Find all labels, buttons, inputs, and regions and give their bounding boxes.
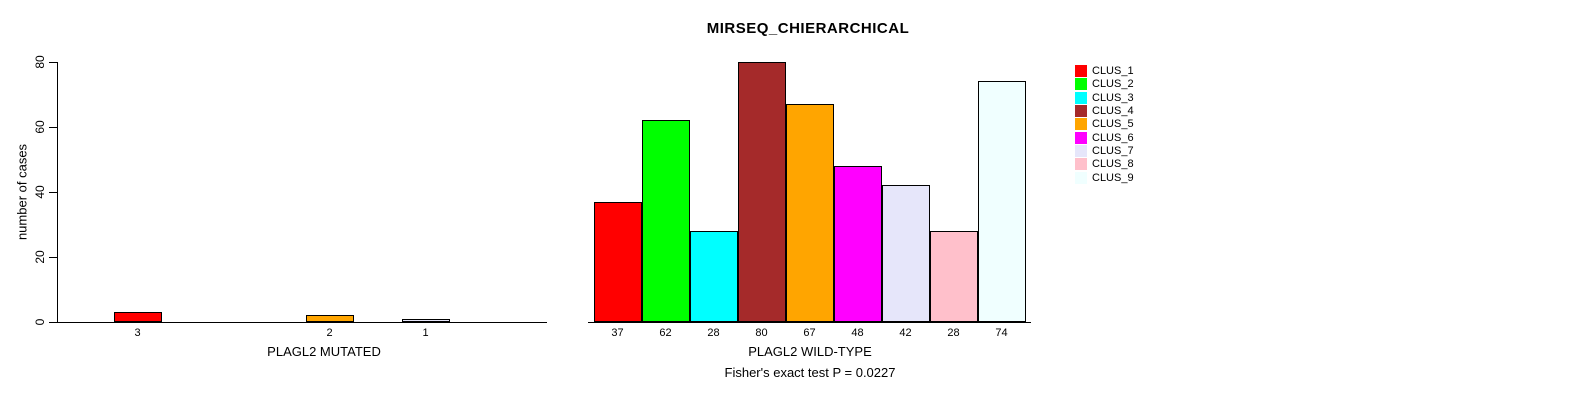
legend-item: CLUS_9 [1075,171,1134,184]
legend-label: CLUS_4 [1092,105,1134,118]
bar-CLUS_3 [689,231,738,322]
x-axis-label-wildtype: PLAGL2 WILD-TYPE [748,344,872,359]
bar-CLUS_2 [641,120,690,322]
bar-value-label: 48 [851,327,864,339]
legend-swatch [1075,78,1087,91]
bar-value-label: 74 [995,327,1008,339]
legend-label: CLUS_3 [1092,91,1134,104]
bar-CLUS_4 [737,62,786,322]
y-axis-tick-label: 0 [33,318,47,326]
legend-label: CLUS_9 [1092,171,1134,184]
legend-item: CLUS_8 [1075,158,1134,171]
x-axis-line [57,322,547,323]
y-axis-tick [49,322,57,323]
bar-CLUS_8 [929,231,978,322]
bar-CLUS_9 [977,81,1026,322]
bar-value-label: 67 [803,327,816,339]
bar-value-label: 2 [326,327,333,339]
legend-label: CLUS_5 [1092,118,1134,131]
legend-item: CLUS_4 [1075,105,1134,118]
legend-swatch [1075,158,1087,171]
bar-value-label: 28 [947,327,960,339]
legend-swatch [1075,65,1087,77]
fisher-test-annotation: Fisher's exact test P = 0.0227 [724,365,896,380]
bar-CLUS_1 [113,312,162,322]
x-axis-line [588,322,1031,323]
legend-label: CLUS_1 [1092,65,1134,77]
legend-label: CLUS_6 [1092,131,1134,144]
legend-item: CLUS_1 [1075,65,1134,78]
bar-CLUS_7 [401,319,450,322]
y-axis-tick [49,257,57,258]
bar-CLUS_6 [833,166,882,322]
bar-CLUS_1 [593,202,642,322]
legend-swatch [1075,105,1087,118]
bar-value-label: 80 [755,327,768,339]
legend-swatch [1075,118,1087,131]
chart-title: MIRSEQ_CHIERARCHICAL [706,20,910,37]
y-axis-tick-label: 20 [33,250,47,264]
bar-value-label: 28 [707,327,720,339]
legend-swatch [1075,145,1087,158]
bar-value-label: 1 [422,327,429,339]
bar-value-label: 42 [899,327,912,339]
legend-item: CLUS_6 [1075,131,1134,144]
y-axis-tick [49,192,57,193]
legend-item: CLUS_5 [1075,118,1134,131]
legend-label: CLUS_7 [1092,145,1134,158]
bar-value-label: 3 [134,327,141,339]
legend-swatch [1075,131,1087,144]
legend-swatch [1075,171,1087,184]
legend-label: CLUS_2 [1092,78,1134,91]
y-axis-tick [49,127,57,128]
y-axis-tick-label: 60 [33,120,47,134]
y-axis-tick-label: 80 [33,55,47,69]
legend-item: CLUS_2 [1075,78,1134,91]
y-axis-tick [49,62,57,63]
bar-value-label: 37 [611,327,624,339]
x-axis-label-mutated: PLAGL2 MUTATED [267,344,381,359]
y-axis-tick-label: 40 [33,185,47,199]
y-axis-title: number of cases [14,143,30,241]
legend-item: CLUS_7 [1075,145,1134,158]
bar-CLUS_5 [785,104,834,322]
bar-CLUS_7 [881,185,930,322]
legend-label: CLUS_8 [1092,158,1134,171]
bar-value-label: 62 [659,327,672,339]
legend-item: CLUS_3 [1075,91,1134,104]
y-axis-line [57,62,58,323]
bar-CLUS_5 [305,315,354,322]
legend-swatch [1075,91,1087,104]
